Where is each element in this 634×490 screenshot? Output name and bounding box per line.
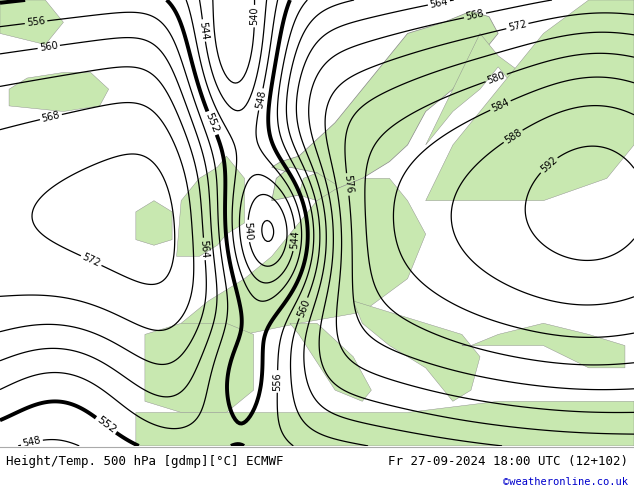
- Polygon shape: [272, 11, 498, 201]
- Text: 560: 560: [295, 297, 311, 318]
- Text: 572: 572: [81, 252, 102, 269]
- Polygon shape: [145, 323, 254, 413]
- Text: 544: 544: [289, 230, 301, 249]
- Polygon shape: [181, 178, 425, 335]
- Polygon shape: [9, 73, 108, 112]
- Polygon shape: [425, 0, 634, 201]
- Text: 576: 576: [342, 174, 354, 194]
- Text: 568: 568: [465, 9, 485, 22]
- Text: 556: 556: [272, 372, 283, 391]
- Text: 556: 556: [26, 16, 46, 28]
- Polygon shape: [136, 401, 634, 446]
- Text: 540: 540: [249, 7, 260, 25]
- Polygon shape: [425, 33, 543, 145]
- Text: 572: 572: [507, 19, 527, 33]
- Polygon shape: [353, 301, 480, 401]
- Text: 584: 584: [490, 97, 511, 114]
- Text: 588: 588: [503, 127, 524, 146]
- Polygon shape: [136, 201, 172, 245]
- Polygon shape: [290, 323, 372, 401]
- Polygon shape: [299, 173, 340, 201]
- Polygon shape: [177, 156, 245, 256]
- Text: 552: 552: [94, 415, 117, 436]
- Text: 568: 568: [41, 110, 61, 124]
- Text: 540: 540: [242, 221, 254, 241]
- Text: 544: 544: [198, 21, 210, 40]
- Text: 592: 592: [538, 155, 559, 174]
- Text: 580: 580: [486, 70, 507, 86]
- Text: ©weatheronline.co.uk: ©weatheronline.co.uk: [503, 477, 628, 487]
- Text: 548: 548: [22, 436, 42, 449]
- Text: 552: 552: [204, 111, 221, 135]
- Text: Height/Temp. 500 hPa [gdmp][°C] ECMWF: Height/Temp. 500 hPa [gdmp][°C] ECMWF: [6, 455, 284, 468]
- Text: 564: 564: [429, 0, 449, 9]
- Polygon shape: [0, 0, 63, 45]
- Text: 564: 564: [198, 239, 210, 259]
- Text: 560: 560: [39, 41, 58, 53]
- Polygon shape: [462, 323, 625, 368]
- Text: Fr 27-09-2024 18:00 UTC (12+102): Fr 27-09-2024 18:00 UTC (12+102): [387, 455, 628, 468]
- Text: 548: 548: [254, 89, 268, 109]
